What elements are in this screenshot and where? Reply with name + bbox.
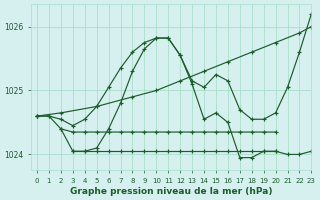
X-axis label: Graphe pression niveau de la mer (hPa): Graphe pression niveau de la mer (hPa)	[70, 187, 272, 196]
